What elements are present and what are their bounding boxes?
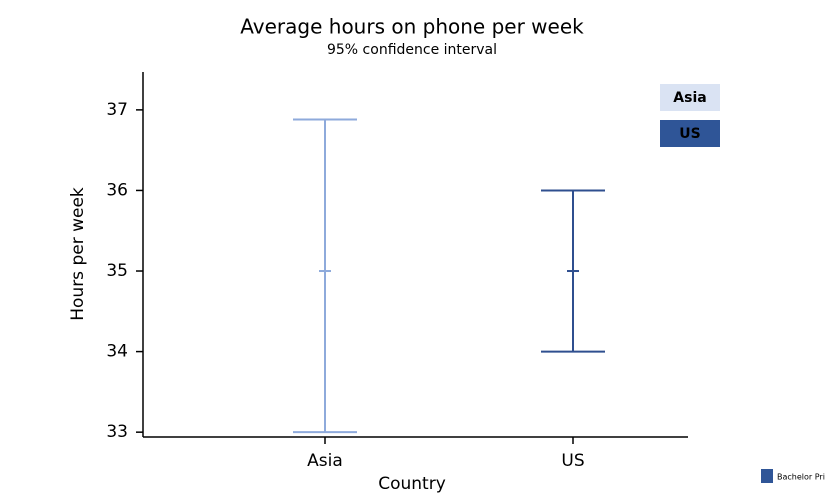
y-tick-label: 33 <box>106 422 128 442</box>
x-tick-label: US <box>561 451 584 471</box>
y-axis-label: Hours per week <box>68 187 88 321</box>
y-tick-label: 37 <box>106 100 128 120</box>
y-tick-label: 34 <box>106 342 128 362</box>
chart-subtitle: 95% confidence interval <box>327 42 497 58</box>
watermark-icon <box>761 469 773 483</box>
legend-swatch <box>660 120 720 147</box>
watermark-text: Bachelor Print <box>777 473 825 482</box>
legend-label: Asia <box>673 90 706 106</box>
y-tick-label: 35 <box>106 261 128 281</box>
y-tick-label: 36 <box>106 180 128 200</box>
x-tick-label: Asia <box>307 451 343 471</box>
chart-title: Average hours on phone per week <box>240 15 584 39</box>
legend-swatch <box>660 84 720 111</box>
watermark: Bachelor Print <box>761 469 825 483</box>
x-axis-label: Country <box>378 474 446 494</box>
legend-label: US <box>679 126 700 142</box>
